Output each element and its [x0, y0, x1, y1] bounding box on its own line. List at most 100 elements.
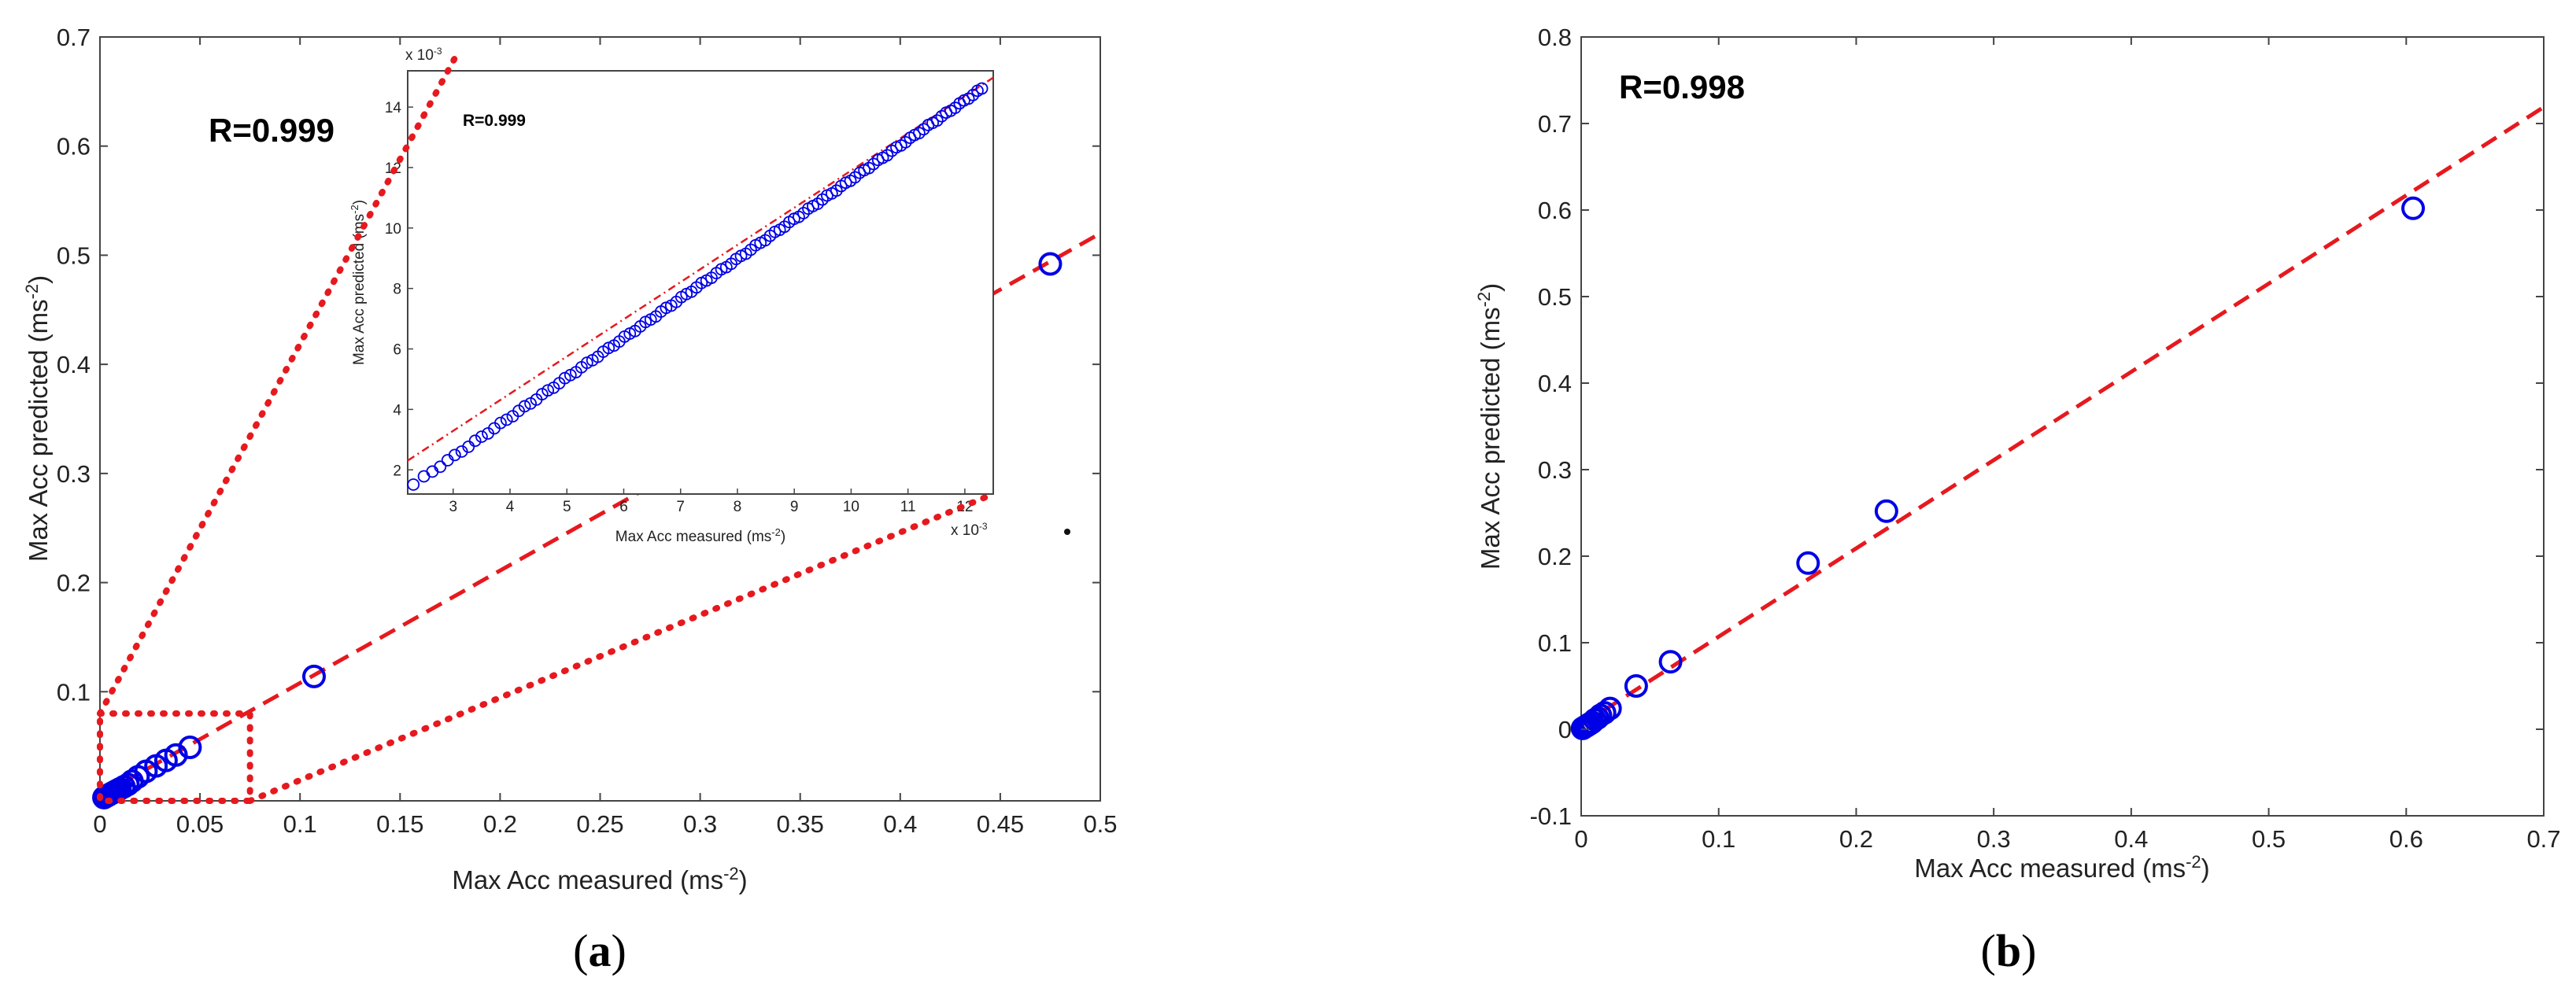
x-tick-label: 0 — [93, 810, 106, 838]
inset-marks — [407, 76, 994, 491]
inset-data-point — [881, 149, 894, 162]
panel-b: 0 0.1 0.2 0.3 0.4 0.5 0.6 0.7 -0.100.10.20.30.4… — [1474, 24, 2561, 976]
panel-a-y-ticks: 0.1 0.2 0.3 0.4 0.5 0.6 0.7 — [57, 24, 1100, 706]
x-tick-label: 0.1 — [283, 810, 317, 838]
inset-x-tick-label: 9 — [790, 499, 799, 515]
inset-y-tick-label: 10 — [385, 221, 401, 238]
inset-x-tick-label: 10 — [843, 499, 859, 515]
y-tick-label: 0.3 — [57, 460, 91, 488]
x-tick-label: 0.5 — [1083, 810, 1117, 838]
data-point — [1796, 551, 1820, 575]
data-point — [1038, 252, 1063, 276]
inset-x-tick-label: 3 — [449, 499, 457, 515]
inset-data-point — [448, 448, 461, 462]
panel-a-zoom-indicator — [97, 52, 996, 804]
inset-y-tick-label: 14 — [385, 100, 402, 116]
x-tick-label: 0.2 — [1839, 825, 1873, 853]
x-tick-label: 0.3 — [683, 810, 717, 838]
y-tick-label: -0.1 — [1530, 802, 1572, 830]
x-tick-label: 0.4 — [2114, 825, 2148, 853]
inset-data-point — [500, 413, 513, 426]
x-tick-label: 0.7 — [2526, 825, 2560, 853]
y-tick-label: 0.1 — [1538, 629, 1572, 657]
y-tick-label: 0.3 — [1538, 456, 1572, 484]
fit-line — [98, 231, 1102, 798]
inset-data-point — [867, 157, 880, 171]
inset-data-point — [848, 171, 862, 184]
data-point — [1874, 499, 1898, 523]
y-tick-label: 0.6 — [57, 133, 91, 160]
x-tick-label: 0.6 — [2389, 825, 2423, 853]
inset-x-tick-label: 5 — [563, 499, 571, 515]
inset-data-point — [434, 460, 447, 474]
data-point — [164, 743, 188, 767]
inset-x-tick-label: 11 — [900, 499, 916, 515]
inset-data-point — [475, 430, 488, 443]
panel-b-y-axis-label: Max Acc predicted (ms-2) — [1474, 283, 1505, 570]
x-tick-label: 0.15 — [376, 810, 423, 838]
inset-y-tick-label: 2 — [393, 463, 401, 479]
inset-data-point — [917, 123, 930, 136]
y-tick-label: 0.2 — [1538, 543, 1572, 570]
panel-b-label: (b) — [1981, 925, 2037, 976]
panel-a-label: (a) — [573, 925, 626, 976]
panel-b-x-ticks: 0 0.1 0.2 0.3 0.4 0.5 0.6 0.7 — [1574, 37, 2561, 853]
panel-a-y-axis-label: Max Acc predicted (ms-2) — [22, 275, 53, 562]
data-point — [301, 664, 326, 688]
panel-a-x-ticks: 0 0.05 0.1 0.15 0.2 0.25 0.3 0.35 0.4 0.45 0.5 — [93, 37, 1118, 838]
x-tick-label: 0.4 — [883, 810, 917, 838]
inset-r-annotation: R=0.999 — [463, 112, 526, 130]
zoom-connector-top — [97, 52, 460, 717]
y-tick-label: 0.7 — [1538, 110, 1572, 138]
panel-a-r-annotation: R=0.999 — [209, 112, 334, 149]
panel-a-x-axis-label: Max Acc measured (ms-2) — [452, 864, 747, 894]
data-point — [178, 736, 202, 760]
inset-x-ticks: 3 4 5 6 7 8 9 10 11 12 — [449, 489, 973, 515]
inset-fit-line — [407, 76, 994, 462]
data-point — [1658, 650, 1683, 674]
panel-b-x-axis-label: Max Acc measured (ms-2) — [1914, 852, 2209, 883]
inset-data-point — [930, 114, 944, 127]
data-point — [1624, 674, 1648, 698]
fit-line — [1580, 105, 2545, 727]
panel-b-marks — [1570, 105, 2545, 740]
y-tick-label: 0.4 — [1538, 370, 1572, 397]
x-tick-label: 0 — [1574, 825, 1587, 853]
inset-data-point — [975, 82, 989, 95]
data-point — [1598, 696, 1622, 721]
y-tick-label: 0.4 — [57, 351, 91, 378]
inset-data-point — [518, 400, 531, 413]
x-tick-label: 0.45 — [977, 810, 1024, 838]
x-tick-label: 0.1 — [1702, 825, 1735, 853]
y-tick-label: 0.6 — [1538, 197, 1572, 224]
zoom-connector-bottom — [246, 491, 996, 804]
x-tick-label: 0.3 — [1977, 825, 2011, 853]
inset-data-point — [966, 88, 980, 101]
inset-y-tick-label: 4 — [393, 402, 401, 419]
x-tick-label: 0.5 — [2252, 825, 2286, 853]
y-tick-label: 0.5 — [1538, 283, 1572, 311]
x-tick-label: 0.35 — [777, 810, 824, 838]
y-tick-label: 0.2 — [57, 570, 91, 597]
y-tick-label: 0.7 — [57, 24, 91, 51]
inset-y-multiplier: x 10-3 — [405, 46, 442, 64]
inset-y-tick-label: 8 — [393, 282, 401, 298]
data-point — [2401, 196, 2426, 220]
inset-x-axis-label: Max Acc measured (ms-2) — [615, 526, 785, 545]
inset-x-tick-label: 8 — [734, 499, 742, 515]
y-tick-label: 0 — [1558, 716, 1572, 743]
panel-b-y-ticks: -0.1 0 0.1 0.2 0.3 0.4 0.5 0.6 0.7 0.8 — [1530, 24, 2544, 830]
zoom-box — [97, 710, 253, 804]
y-tick-label: 0.8 — [1538, 24, 1572, 51]
inset-data-point — [830, 184, 843, 197]
inset-x-tick-label: 7 — [676, 499, 685, 515]
inset-x-multiplier: x 10-3 — [951, 521, 988, 539]
inset-x-tick-label: 6 — [619, 499, 628, 515]
inset-y-tick-label: 6 — [393, 342, 401, 359]
inset-data-point — [494, 416, 507, 430]
panel-a-stray-dot — [1064, 529, 1070, 535]
inset-data-point — [912, 127, 926, 140]
x-tick-label: 0.2 — [483, 810, 517, 838]
